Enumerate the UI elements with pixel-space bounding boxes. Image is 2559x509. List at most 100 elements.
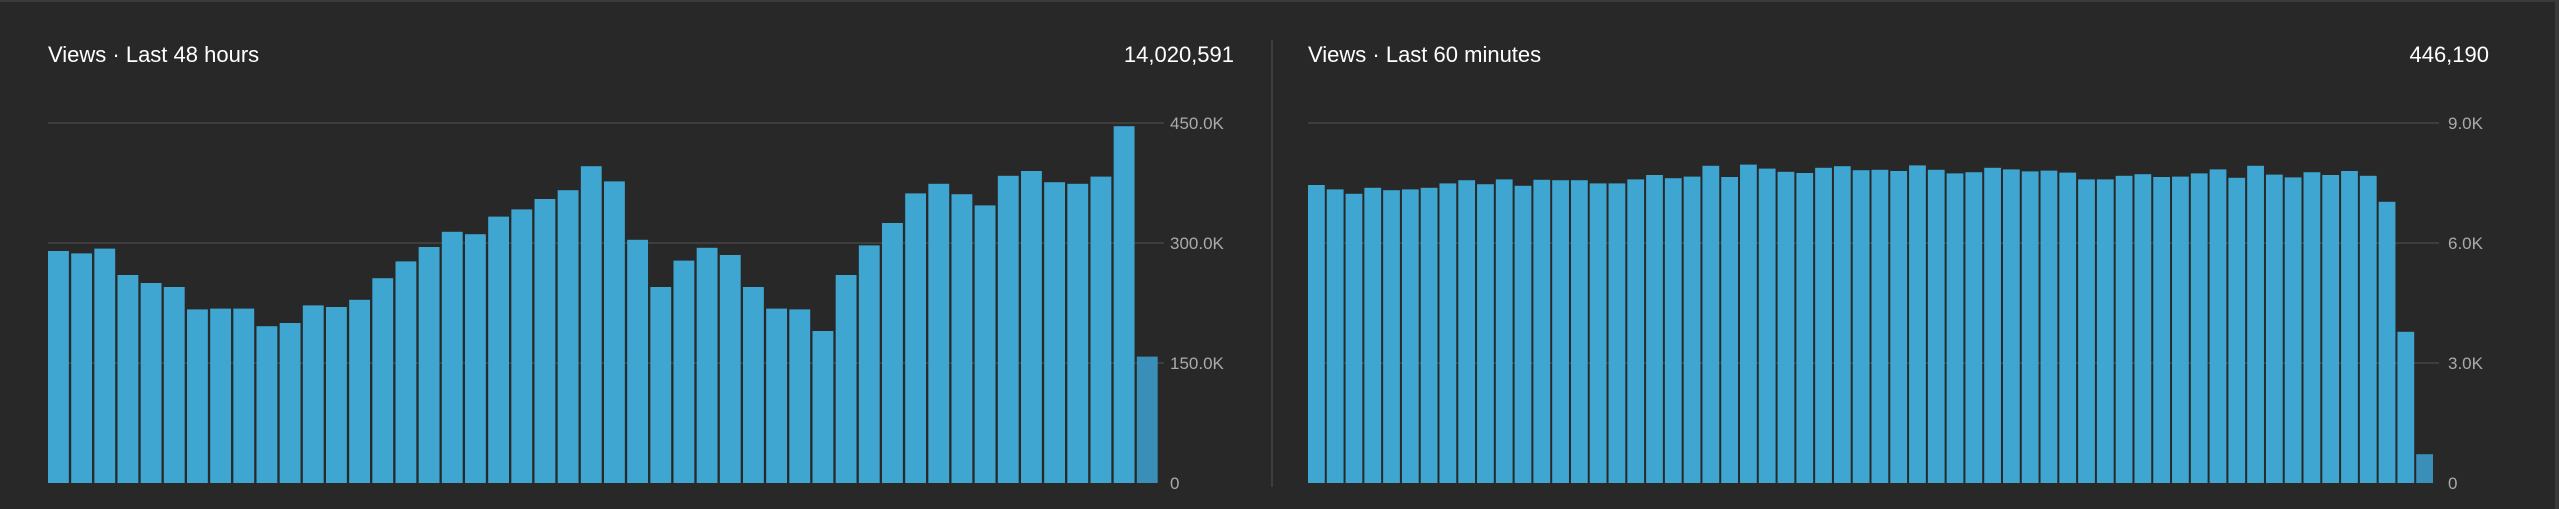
bar[interactable] <box>2359 175 2377 484</box>
bar[interactable] <box>905 193 927 483</box>
bar[interactable] <box>210 308 232 483</box>
bar[interactable] <box>2378 201 2396 484</box>
bar[interactable] <box>418 247 440 483</box>
bar[interactable] <box>2021 171 2039 483</box>
bar[interactable] <box>1067 183 1089 484</box>
bar[interactable] <box>1646 175 1663 483</box>
bar[interactable] <box>372 278 394 483</box>
bar[interactable] <box>2265 174 2283 483</box>
bar[interactable] <box>673 260 695 483</box>
bar[interactable] <box>1927 169 1945 484</box>
bar[interactable] <box>1890 171 1908 483</box>
bar[interactable] <box>743 287 764 483</box>
bar[interactable] <box>1909 165 1926 483</box>
bar[interactable] <box>2341 171 2358 483</box>
bar[interactable] <box>1627 179 1645 483</box>
bar[interactable] <box>48 251 69 483</box>
bar[interactable] <box>580 166 602 483</box>
bar[interactable] <box>1570 180 1588 483</box>
bar[interactable] <box>279 323 301 483</box>
bar[interactable] <box>882 223 903 483</box>
bar[interactable] <box>2153 177 2171 483</box>
bar[interactable] <box>395 261 417 483</box>
bar[interactable] <box>1364 187 1382 484</box>
bar[interactable] <box>2115 175 2133 484</box>
bar[interactable] <box>928 183 950 484</box>
bar[interactable] <box>2040 170 2058 483</box>
bar[interactable] <box>604 181 625 483</box>
bar[interactable] <box>1608 183 1626 483</box>
bar[interactable] <box>2284 177 2302 483</box>
bar[interactable] <box>1345 193 1363 484</box>
bar[interactable] <box>140 283 162 483</box>
bar[interactable] <box>534 199 556 483</box>
bar[interactable] <box>1136 356 1158 483</box>
bar[interactable] <box>1552 180 1569 483</box>
bar[interactable] <box>766 308 788 483</box>
bar[interactable] <box>974 205 996 483</box>
bar[interactable] <box>1683 176 1701 483</box>
bar[interactable] <box>1533 179 1551 484</box>
bar[interactable] <box>2247 165 2264 484</box>
bar[interactable] <box>1514 185 1532 484</box>
bar[interactable] <box>465 234 486 483</box>
bar[interactable] <box>349 299 371 483</box>
bar[interactable] <box>719 255 741 483</box>
bar[interactable] <box>1664 178 1682 483</box>
bar[interactable] <box>2002 169 2020 483</box>
bar[interactable] <box>858 245 880 483</box>
bar[interactable] <box>696 247 718 483</box>
bar[interactable] <box>1308 185 1325 483</box>
bar[interactable] <box>441 231 463 483</box>
bar[interactable] <box>1113 126 1135 483</box>
bar[interactable] <box>1758 168 1776 483</box>
bar[interactable] <box>1420 187 1438 484</box>
bar[interactable] <box>2303 172 2321 483</box>
bar[interactable] <box>1439 183 1457 483</box>
bar[interactable] <box>2322 175 2340 483</box>
bar[interactable] <box>117 275 139 483</box>
bar[interactable] <box>1090 176 1112 483</box>
bar[interactable] <box>1589 183 1607 483</box>
bar[interactable] <box>163 287 185 483</box>
bar[interactable] <box>650 287 672 483</box>
bar[interactable] <box>1815 167 1832 484</box>
bar[interactable] <box>2228 177 2246 484</box>
bar[interactable] <box>2190 173 2208 483</box>
bar[interactable] <box>1965 172 1983 483</box>
bar[interactable] <box>835 275 857 483</box>
bar[interactable] <box>2078 179 2095 483</box>
bar[interactable] <box>2059 172 2077 483</box>
bar[interactable] <box>2397 331 2415 483</box>
bar[interactable] <box>2134 174 2152 483</box>
bar[interactable] <box>1833 166 1851 483</box>
bar[interactable] <box>233 308 255 483</box>
bar[interactable] <box>1740 164 1757 483</box>
bar[interactable] <box>511 209 533 483</box>
bar[interactable] <box>1495 179 1513 483</box>
bar[interactable] <box>1946 173 1964 483</box>
bar[interactable] <box>557 190 579 483</box>
bar[interactable] <box>302 305 324 483</box>
bar[interactable] <box>997 175 1019 484</box>
bar[interactable] <box>1702 165 1720 484</box>
bar[interactable] <box>1852 170 1870 483</box>
bar[interactable] <box>1796 173 1814 483</box>
bar[interactable] <box>627 239 649 483</box>
bar[interactable] <box>256 326 278 483</box>
bar[interactable] <box>71 253 93 483</box>
bar[interactable] <box>789 309 811 483</box>
bar[interactable] <box>1777 171 1795 484</box>
bar[interactable] <box>2172 176 2189 483</box>
bar[interactable] <box>488 216 510 483</box>
bar[interactable] <box>187 309 208 483</box>
bar[interactable] <box>2209 169 2227 483</box>
bar[interactable] <box>812 331 834 483</box>
bar[interactable] <box>2096 179 2114 483</box>
bar[interactable] <box>1871 169 1889 484</box>
bar[interactable] <box>1721 177 1739 483</box>
bar[interactable] <box>1477 184 1494 483</box>
bar[interactable] <box>2416 454 2433 483</box>
bar[interactable] <box>1383 190 1400 483</box>
bar[interactable] <box>1326 189 1344 483</box>
